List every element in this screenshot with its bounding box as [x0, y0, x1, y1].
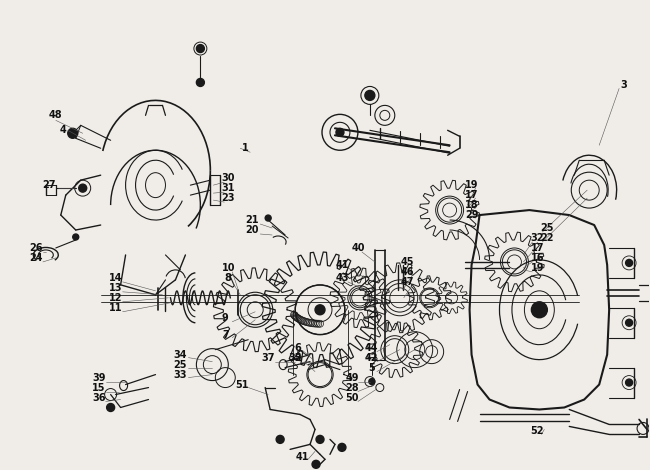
Circle shape [338, 443, 346, 451]
Text: 40: 40 [351, 243, 365, 253]
Text: 9: 9 [222, 313, 229, 323]
Text: 21: 21 [246, 215, 259, 225]
Text: 16: 16 [530, 253, 544, 263]
Circle shape [276, 435, 284, 443]
Text: 8: 8 [225, 273, 231, 283]
Text: 51: 51 [235, 380, 249, 390]
Text: 49: 49 [345, 373, 359, 383]
Text: 44: 44 [365, 343, 378, 352]
Circle shape [625, 379, 632, 386]
Circle shape [336, 128, 344, 136]
Text: 30: 30 [222, 173, 235, 183]
Text: 48: 48 [49, 110, 62, 120]
Circle shape [196, 78, 204, 86]
Text: 43: 43 [335, 273, 348, 283]
Text: 6: 6 [294, 343, 302, 352]
Text: 52: 52 [530, 426, 544, 437]
Text: 19: 19 [530, 263, 544, 273]
Circle shape [625, 259, 632, 266]
Text: 20: 20 [246, 225, 259, 235]
Text: 32: 32 [530, 233, 544, 243]
Text: 37: 37 [261, 352, 275, 363]
Text: 26: 26 [29, 243, 43, 253]
Text: 25: 25 [541, 223, 554, 233]
Text: 14: 14 [109, 273, 122, 283]
Text: 23: 23 [222, 193, 235, 203]
Circle shape [73, 234, 79, 240]
Text: 25: 25 [174, 360, 187, 369]
Text: 27: 27 [42, 180, 55, 190]
Text: 33: 33 [174, 369, 187, 380]
Text: 50: 50 [345, 392, 359, 402]
Text: 46: 46 [401, 267, 415, 277]
Text: 28: 28 [345, 383, 359, 392]
Text: 10: 10 [222, 263, 235, 273]
Text: 17: 17 [530, 243, 544, 253]
Text: 41: 41 [335, 260, 348, 270]
Circle shape [315, 305, 325, 315]
Circle shape [365, 90, 375, 101]
Text: 2: 2 [294, 352, 302, 363]
Circle shape [265, 215, 271, 221]
Text: 47: 47 [401, 277, 415, 287]
Text: 29: 29 [465, 210, 478, 220]
Text: 42: 42 [365, 352, 378, 363]
Text: 22: 22 [541, 233, 554, 243]
Circle shape [68, 128, 78, 138]
Text: 41: 41 [295, 452, 309, 462]
Circle shape [79, 184, 86, 192]
Text: 24: 24 [29, 253, 43, 263]
Text: 39: 39 [92, 373, 105, 383]
Text: 19: 19 [465, 180, 478, 190]
Text: 17: 17 [465, 190, 478, 200]
Circle shape [532, 302, 547, 318]
Circle shape [107, 404, 114, 411]
Text: 5: 5 [369, 363, 375, 373]
Text: 7: 7 [222, 329, 229, 340]
Text: 34: 34 [174, 350, 187, 360]
Text: 45: 45 [401, 257, 415, 267]
Text: 35: 35 [289, 352, 302, 363]
Circle shape [316, 435, 324, 443]
Circle shape [369, 378, 375, 384]
Text: 4: 4 [59, 125, 66, 135]
Text: 11: 11 [109, 303, 122, 313]
Text: 1: 1 [242, 143, 248, 153]
Text: 12: 12 [109, 293, 122, 303]
Circle shape [625, 319, 632, 326]
Text: 15: 15 [92, 383, 105, 392]
Text: 36: 36 [92, 392, 105, 402]
Circle shape [312, 460, 320, 468]
Text: 18: 18 [465, 200, 478, 210]
Text: 13: 13 [109, 283, 122, 293]
Circle shape [196, 45, 204, 53]
Text: 3: 3 [621, 80, 627, 90]
Text: 31: 31 [222, 183, 235, 193]
